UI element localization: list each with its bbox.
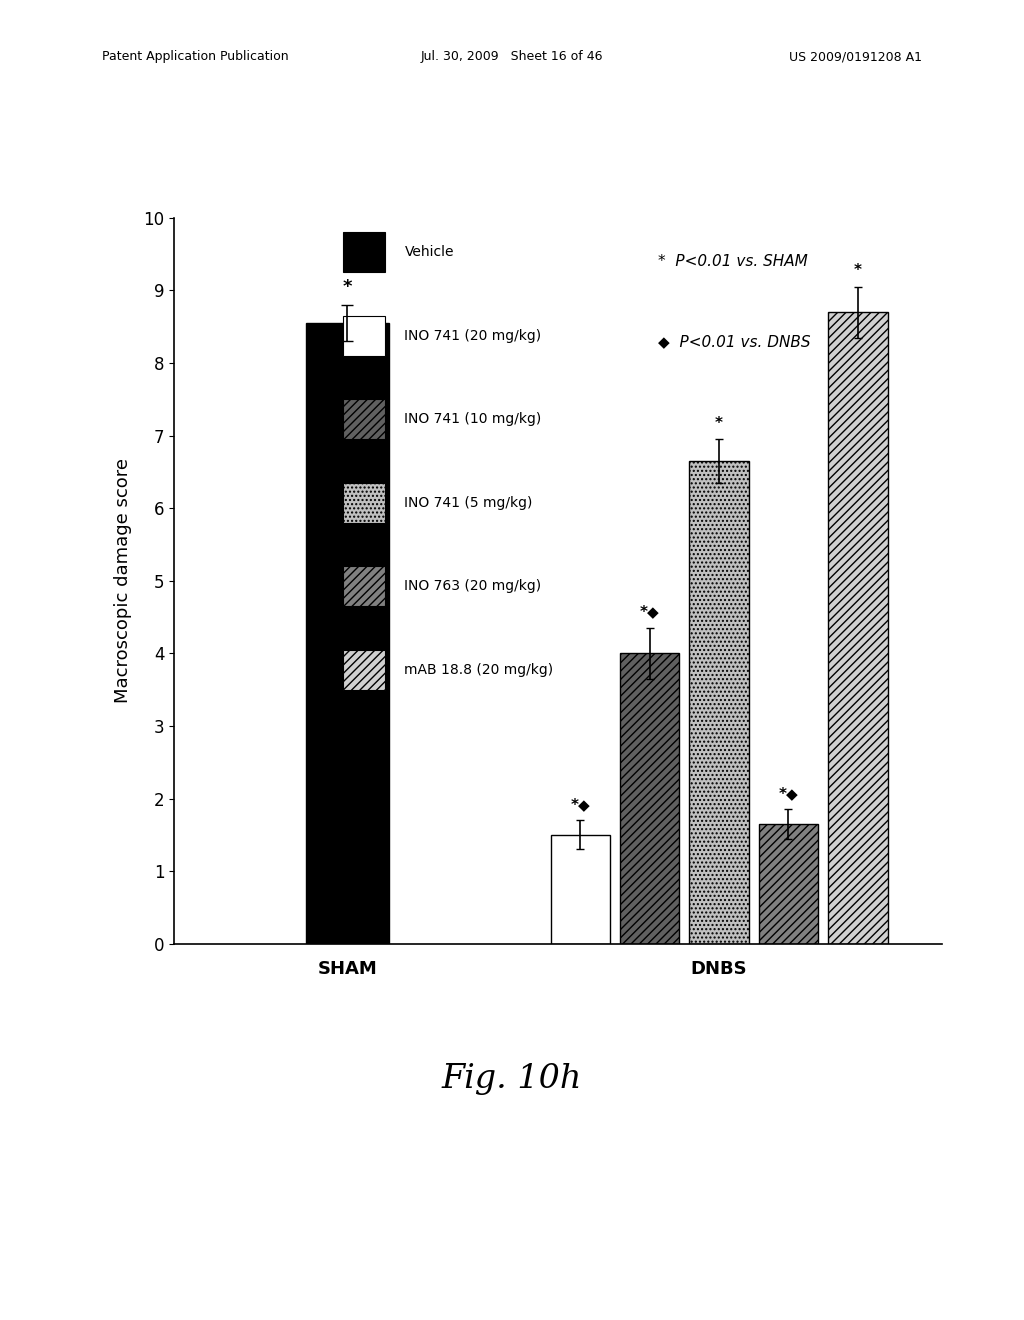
Text: US 2009/0191208 A1: US 2009/0191208 A1 [788,50,922,63]
Text: INO 741 (10 mg/kg): INO 741 (10 mg/kg) [404,412,542,426]
Text: *: * [715,416,723,430]
Text: INO 741 (20 mg/kg): INO 741 (20 mg/kg) [404,329,542,343]
Text: Fig. 10h: Fig. 10h [441,1063,583,1094]
Text: *◆: *◆ [640,605,659,619]
Text: *  P<0.01 vs. SHAM: * P<0.01 vs. SHAM [658,255,808,269]
Text: Jul. 30, 2009   Sheet 16 of 46: Jul. 30, 2009 Sheet 16 of 46 [421,50,603,63]
Text: INO 763 (20 mg/kg): INO 763 (20 mg/kg) [404,579,542,593]
Bar [620,653,680,944]
Text: INO 741 (5 mg/kg): INO 741 (5 mg/kg) [404,496,532,510]
Text: *: * [854,263,862,279]
Text: *◆: *◆ [570,797,590,812]
Bar [689,461,749,944]
Bar [343,649,385,689]
Bar [343,315,385,355]
Bar [343,483,385,523]
Text: mAB 18.8 (20 mg/kg): mAB 18.8 (20 mg/kg) [404,663,554,677]
Bar [759,824,818,944]
Text: Vehicle: Vehicle [404,246,454,259]
Bar [306,323,389,944]
Bar [343,399,385,440]
Text: *: * [343,279,352,296]
Text: Patent Application Publication: Patent Application Publication [102,50,289,63]
Bar [343,566,385,606]
Bar [343,232,385,272]
Y-axis label: Macroscopic damage score: Macroscopic damage score [114,458,132,704]
Bar [828,313,888,944]
Text: ◆  P<0.01 vs. DNBS: ◆ P<0.01 vs. DNBS [658,334,810,348]
Text: *◆: *◆ [778,785,799,801]
Bar [551,836,610,944]
